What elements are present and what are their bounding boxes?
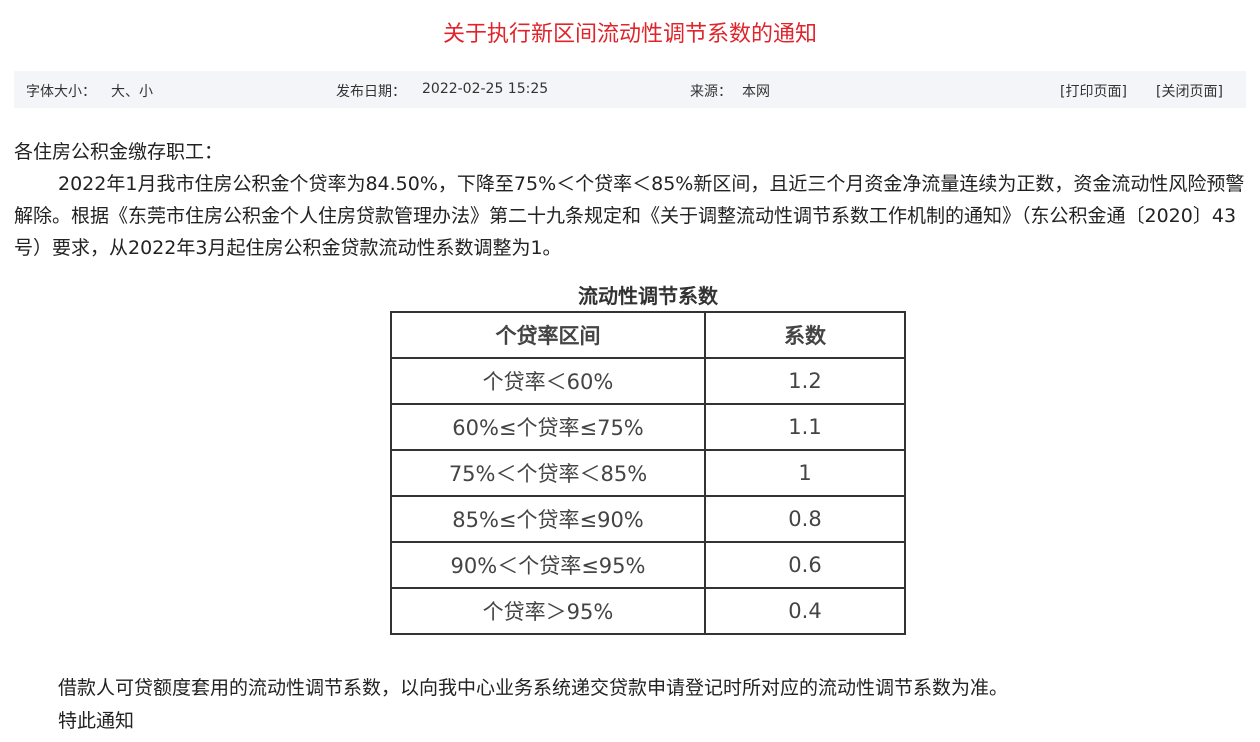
- coefficient-table: 个贷率区间 系数 个贷率＜60% 1.2 60%≤个贷率≤75% 1.1 75%＜个…: [390, 311, 906, 635]
- table-row: 个贷率＜60% 1.2: [390, 357, 906, 405]
- coefficient-cell: 1.1: [704, 403, 906, 451]
- table-row: 60%≤个贷率≤75% 1.1: [390, 403, 906, 451]
- source: 本网: [742, 84, 770, 100]
- salutation: 各住房公积金缴存职工：: [14, 141, 224, 163]
- table-header-row: 个贷率区间 系数: [390, 311, 906, 359]
- coefficient-cell: 1.2: [704, 357, 906, 405]
- table-row: 个贷率＞95% 0.4: [390, 587, 906, 635]
- publish-date-label: 发布日期：: [336, 84, 406, 100]
- article-body: 各住房公积金缴存职工： 2022年1月我市住房公积金个贷率为84.50%，下降至…: [14, 136, 1246, 264]
- source-label: 来源：: [690, 84, 732, 100]
- range-cell: 90%＜个贷率≤95%: [390, 541, 706, 589]
- article-footer: 借款人可贷额度套用的流动性调节系数，以向我中心业务系统递交贷款申请登记时所对应的…: [58, 672, 1008, 738]
- meta-bar: 字体大小： 大、小 发布日期： 2022-02-25 15:25 来源： 本网 …: [14, 71, 1246, 108]
- closing: 特此通知: [58, 710, 135, 732]
- table-caption: 流动性调节系数: [578, 284, 718, 308]
- font-size-options[interactable]: 大、小: [111, 84, 153, 100]
- paragraph: 2022年1月我市住房公积金个贷率为84.50%，下降至75%＜个贷率＜85%新…: [14, 173, 1245, 259]
- range-cell: 个贷率＞95%: [390, 587, 706, 635]
- font-size-label: 字体大小：: [26, 84, 96, 100]
- column-header: 个贷率区间: [390, 311, 706, 359]
- table-row: 85%≤个贷率≤90% 0.8: [390, 495, 906, 543]
- coefficient-cell: 0.4: [704, 587, 906, 635]
- range-cell: 60%≤个贷率≤75%: [390, 403, 706, 451]
- close-page-link[interactable]: [关闭页面]: [1156, 84, 1223, 100]
- column-header: 系数: [704, 311, 906, 359]
- print-page-link[interactable]: [打印页面]: [1060, 84, 1127, 100]
- range-cell: 个贷率＜60%: [390, 357, 706, 405]
- range-cell: 85%≤个贷率≤90%: [390, 495, 706, 543]
- coefficient-cell: 0.6: [704, 541, 906, 589]
- table-row: 75%＜个贷率＜85% 1: [390, 449, 906, 497]
- coefficient-cell: 1: [704, 449, 906, 497]
- publish-date: 2022-02-25 15:25: [422, 81, 549, 97]
- table-row: 90%＜个贷率≤95% 0.6: [390, 541, 906, 589]
- coefficient-cell: 0.8: [704, 495, 906, 543]
- paragraph: 借款人可贷额度套用的流动性调节系数，以向我中心业务系统递交贷款申请登记时所对应的…: [58, 677, 1009, 699]
- range-cell: 75%＜个贷率＜85%: [390, 449, 706, 497]
- page-title: 关于执行新区间流动性调节系数的通知: [442, 22, 817, 47]
